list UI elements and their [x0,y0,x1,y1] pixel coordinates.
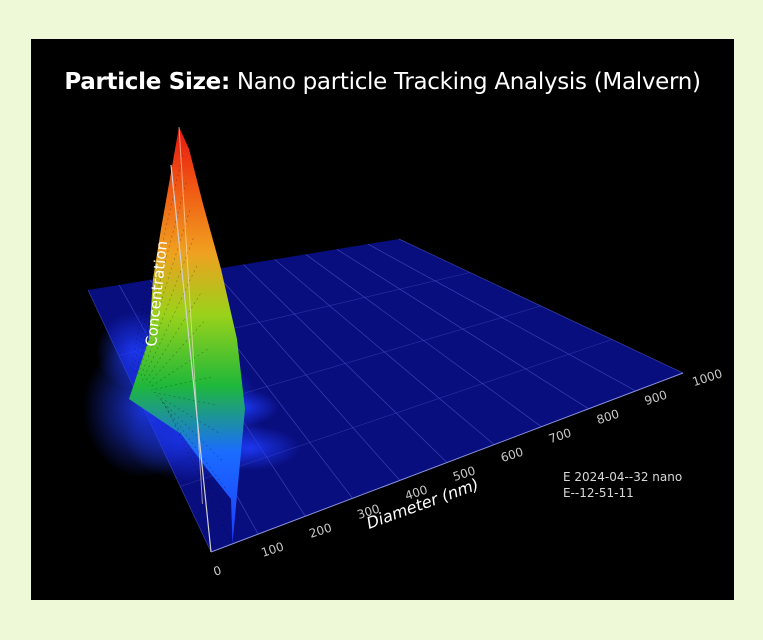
peak-mesh-line [162,401,230,517]
x-tick-label: 0 [212,563,224,579]
peak-mesh-line [141,265,198,381]
x-tick-label: 800 [595,407,621,427]
peak-mesh-line [151,376,212,391]
x-tick-label: 100 [260,539,286,559]
peak-mesh-line [132,154,183,372]
chart-frame: Particle Size: Nano particle Tracking An… [31,39,734,600]
peak-mesh-line [153,392,215,406]
plot-axes [170,164,684,553]
title-bold: Particle Size: [64,69,230,95]
x-tick-label: 900 [643,388,669,408]
x-tick-label: 1000 [691,366,724,389]
title-rest: Nano particle Tracking Analysis (Malvern… [229,69,701,95]
chart-title: Particle Size: Nano particle Tracking An… [31,69,734,95]
stamp-line-2: E--12-51-11 [563,486,634,500]
stamp-line-1: E 2024-04--32 nano [563,470,683,484]
x-tick-label: 200 [307,521,333,541]
x-tick-label: 400 [403,483,429,503]
x-tick-label: 600 [499,445,525,465]
peak-surface [129,127,245,544]
peak-ridge [178,126,203,504]
peak-mesh-line [155,394,219,433]
peak-mesh-line [137,210,190,377]
peak-mesh-line [148,349,208,389]
peak-mesh-line [146,321,205,386]
peak-mesh-line [160,399,226,489]
peak-mesh-line [164,404,233,544]
x-tick-label: 500 [451,464,477,484]
capture-stamp: E 2024-04--32 nano E--12-51-11 [563,469,682,501]
y-axis-line [170,164,212,553]
x-tick-label: 700 [547,426,573,446]
x-tick-label: 300 [355,502,381,522]
x-axis-line [210,372,684,553]
